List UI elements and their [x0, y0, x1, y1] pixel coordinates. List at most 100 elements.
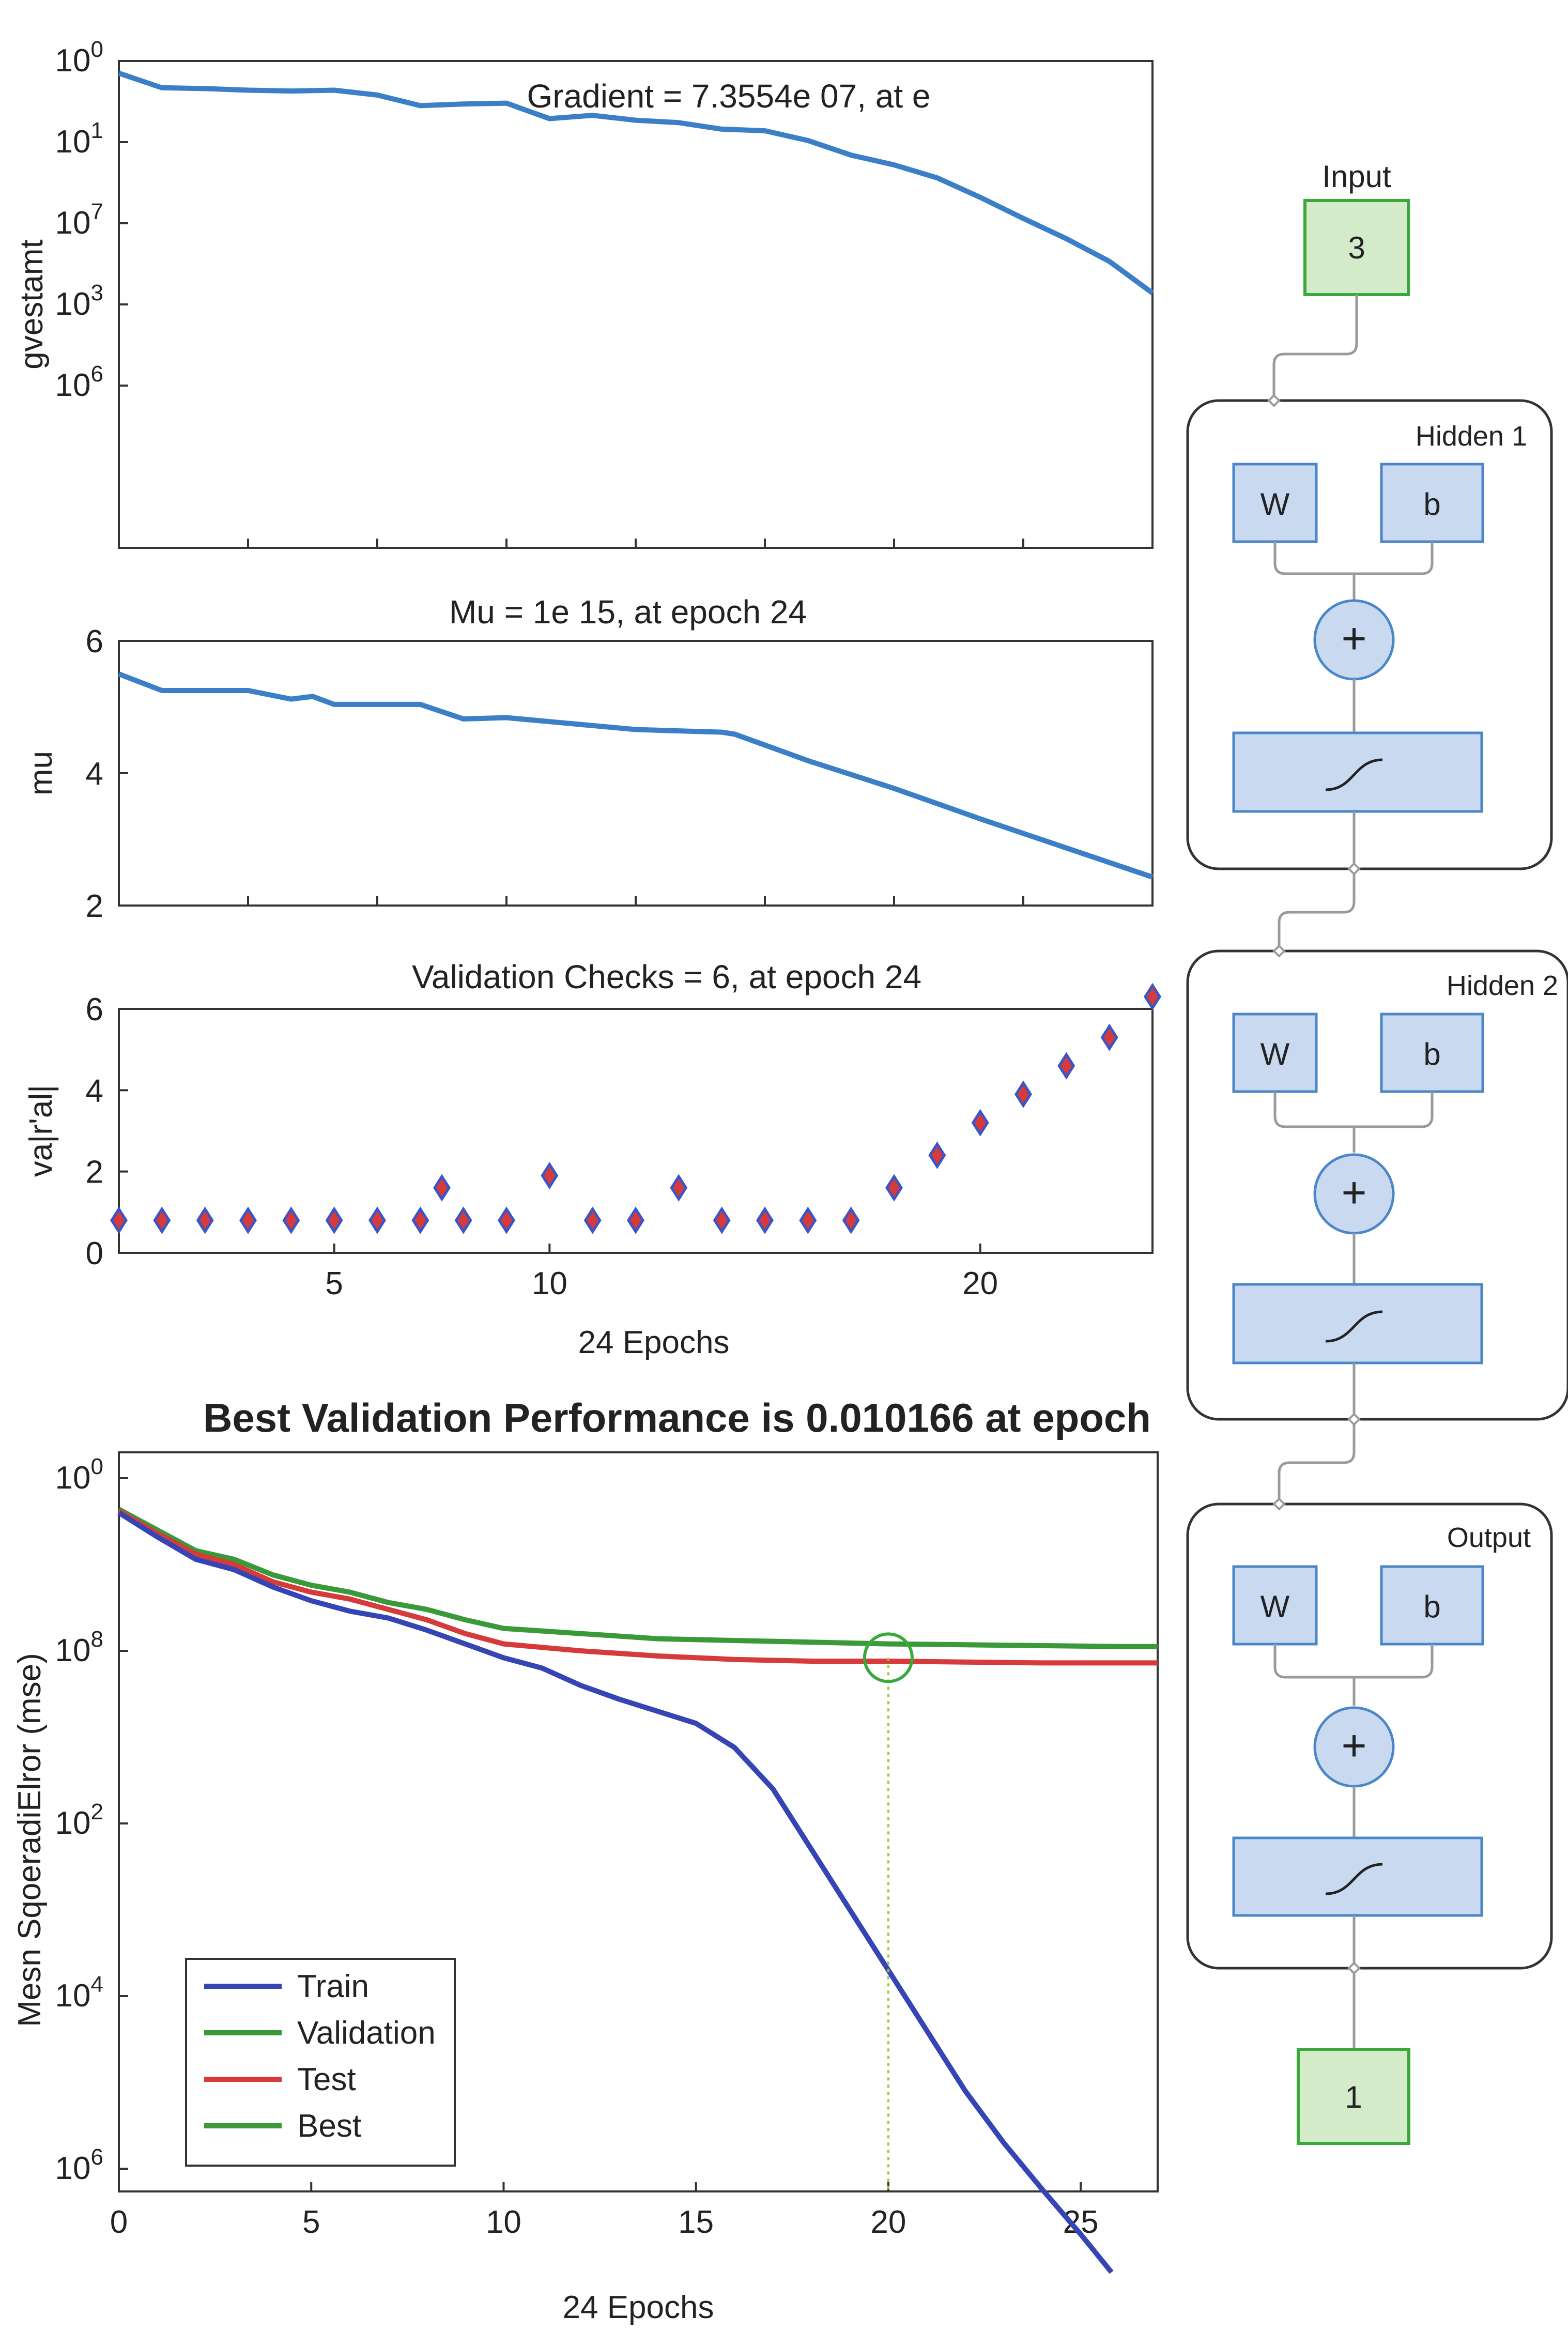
mu-title: Mu = 1e 15, at epoch 24 [449, 593, 807, 631]
validation-check-point [1100, 1023, 1118, 1051]
validation-check-point [885, 1174, 903, 1202]
x-tick-label: 5 [302, 2204, 320, 2240]
validation-check-point [1014, 1080, 1032, 1108]
wire-hidden1-hidden2 [1278, 869, 1356, 951]
mu-x-ticks [247, 896, 1024, 906]
junction-diamond [1347, 862, 1361, 876]
series-line-train [117, 1510, 1114, 2274]
hidden2-wire-w [1273, 1092, 1356, 1153]
input-value: 3 [1348, 231, 1365, 265]
performance-lines [117, 1507, 1158, 2274]
output-sum-label: + [1341, 1721, 1366, 1770]
mu-plot-area [118, 640, 1154, 907]
validation-check-point [583, 1206, 602, 1234]
validation-check-point [282, 1206, 300, 1234]
best-epoch-marker [863, 1632, 914, 1683]
y-tick-label: 2 [86, 1155, 103, 1190]
gradient-y-ticks: 100 101 107 103 106 [55, 37, 128, 403]
y-tick-label: 100 [55, 37, 103, 79]
validation-checks-x-ticks: 5 10 20 [325, 1244, 998, 1301]
performance-y-ticks: 100 108 102 104 106 [55, 1454, 128, 2186]
performance-panel: Best Validation Performance is 0.010166 … [12, 1395, 1159, 2325]
mu-line [118, 671, 1154, 880]
validation-check-point [433, 1174, 451, 1202]
wire-hidden2-output [1278, 1419, 1356, 1504]
performance-legend: Train Validation Test Best [185, 1958, 456, 2167]
hidden2-activation-icon [1325, 1310, 1383, 1343]
junction-diamond [1267, 394, 1281, 407]
output-label: Output [1447, 1522, 1531, 1553]
y-tick-label: 101 [55, 118, 103, 160]
y-tick-label: 0 [86, 1236, 103, 1271]
mu-ylabel: mu [23, 751, 59, 795]
y-tick-label: 2 [86, 888, 103, 924]
validation-checks-ylabel: va|r'al| [23, 1085, 59, 1177]
gradient-title: Gradient = 7.3554e 07, at e [527, 78, 930, 115]
output-wire-b [1354, 1644, 1434, 1679]
x-tick-label: 10 [532, 1266, 567, 1301]
hidden2-weight-label: W [1260, 1037, 1290, 1071]
output-value: 1 [1345, 2080, 1362, 2114]
y-tick-label: 106 [55, 2144, 103, 2186]
validation-checks-panel: Validation Checks = 6, at epoch 24 va|r'… [23, 958, 1161, 1360]
validation-check-point [670, 1174, 688, 1202]
junction-diamond [1272, 944, 1286, 958]
legend-label-validation: Validation [297, 2015, 436, 2051]
validation-checks-xlabel: 24 Epochs [578, 1325, 730, 1360]
junction-diamond [1347, 1413, 1361, 1426]
junction-diamond [1272, 1497, 1286, 1511]
validation-checks-y-ticks: 0 2 4 6 [86, 992, 128, 1271]
validation-check-point [756, 1206, 774, 1234]
wire-input-hidden1 [1272, 295, 1358, 401]
validation-check-point [627, 1206, 644, 1234]
legend-box [185, 1958, 456, 2167]
x-tick-label: 15 [678, 2204, 714, 2240]
validation-check-point [928, 1141, 946, 1169]
validation-check-point [541, 1161, 559, 1190]
output-weight-node [1232, 1565, 1318, 1646]
x-tick-label: 5 [325, 1266, 343, 1301]
validation-check-point [411, 1206, 429, 1234]
validation-check-point [153, 1206, 171, 1234]
validation-check-point [325, 1206, 343, 1234]
hidden2-sum-label: + [1341, 1168, 1366, 1217]
y-tick-label: 4 [86, 1073, 103, 1109]
validation-check-point [971, 1109, 989, 1137]
legend-label-train: Train [297, 1969, 369, 2004]
gradient-x-ticks [247, 539, 1024, 548]
gradient-panel: Gradient = 7.3554e 07, at e gvestamt 100… [14, 37, 1154, 549]
x-tick-label: 20 [962, 1266, 998, 1301]
y-tick-label: 103 [55, 280, 103, 322]
output-wire-w [1273, 1644, 1356, 1706]
series-line-validation [117, 1507, 1158, 1649]
y-tick-label: 102 [55, 1799, 103, 1841]
hidden1-bias-node [1380, 463, 1484, 543]
hidden1-wire-w [1273, 542, 1356, 600]
y-tick-label: 100 [55, 1454, 103, 1496]
y-tick-label: 104 [55, 1972, 103, 2014]
output-weight-label: W [1260, 1589, 1290, 1624]
network-diagram: Input 3 Hidden 1 W b + Hidden 2 [1186, 159, 1568, 2145]
hidden1-wire-b [1354, 542, 1434, 575]
hidden2-bias-label: b [1423, 1037, 1440, 1071]
validation-check-point [713, 1206, 731, 1234]
validation-check-point [454, 1206, 472, 1234]
x-tick-label: 20 [870, 2204, 906, 2240]
hidden1-weight-label: W [1260, 487, 1290, 522]
output-bias-node [1380, 1565, 1484, 1646]
performance-ylabel: Mesn SqoeradiElror (mse) [12, 1653, 48, 2027]
output-node [1297, 2048, 1410, 2145]
validation-check-point [110, 1206, 128, 1234]
y-tick-label: 107 [55, 199, 103, 241]
y-tick-label: 4 [86, 756, 103, 792]
validation-check-point [799, 1206, 817, 1234]
output-bias-label: b [1423, 1589, 1440, 1624]
gradient-plot-area [118, 60, 1154, 549]
mu-panel: Mu = 1e 15, at epoch 24 mu 2 4 6 [23, 593, 1154, 924]
hidden2-bias-node [1380, 1013, 1484, 1093]
hidden1-label: Hidden 1 [1416, 421, 1527, 452]
hidden2-wire-b [1354, 1092, 1434, 1128]
hidden1-sum-label: + [1341, 614, 1366, 663]
legend-label-best: Best [297, 2108, 361, 2144]
y-tick-label: 6 [86, 992, 103, 1028]
